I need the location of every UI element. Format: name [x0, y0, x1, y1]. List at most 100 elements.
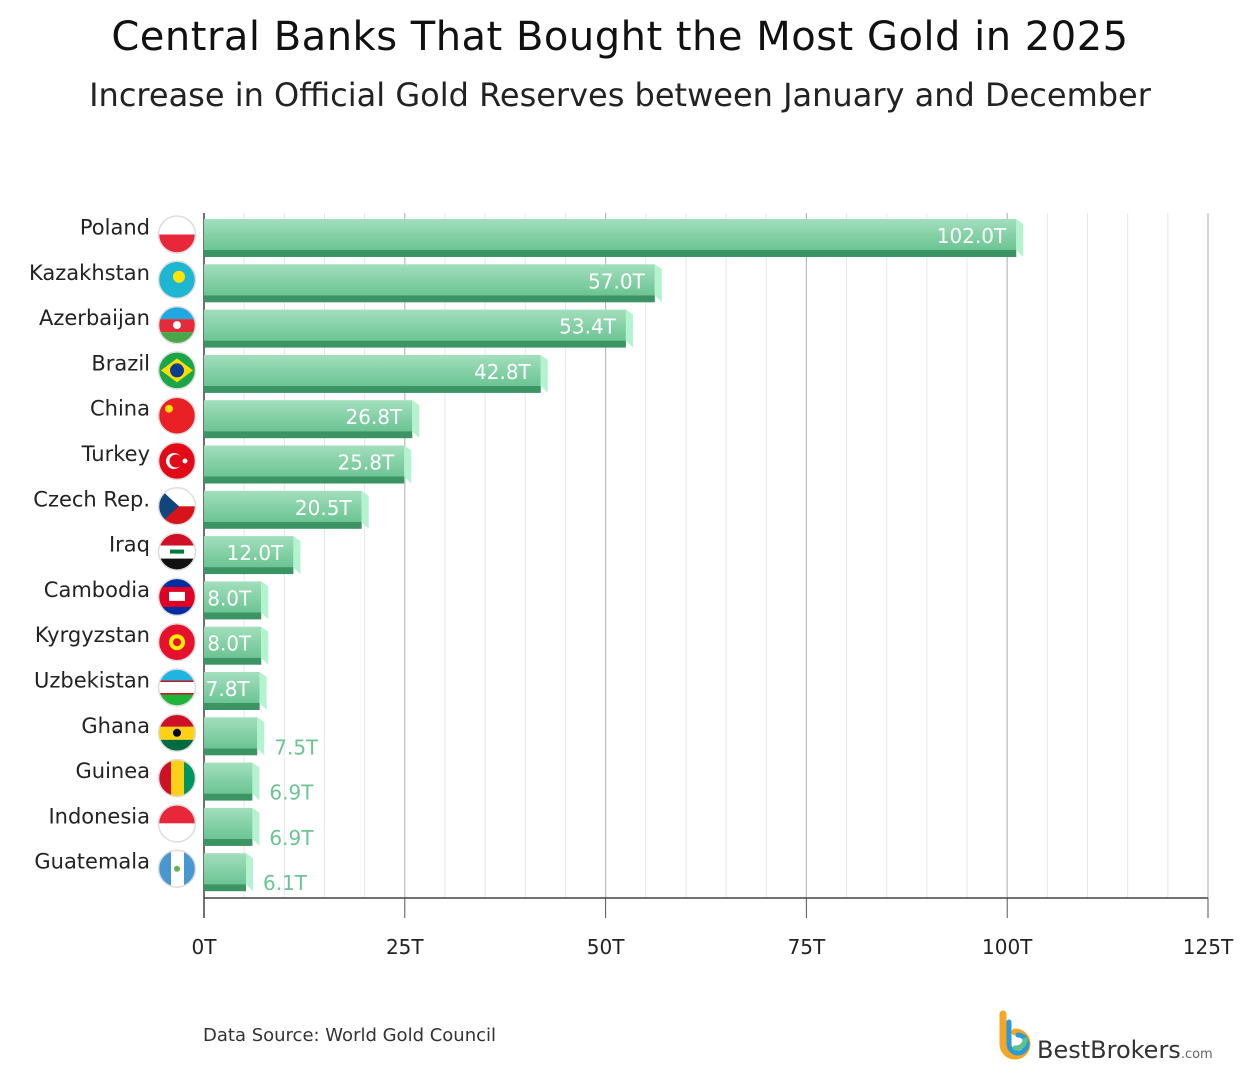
bar-guatemala: 6.1T — [204, 853, 308, 895]
data-label: 8.0T — [207, 586, 252, 610]
flag-border — [157, 351, 197, 390]
bar-shadow — [204, 703, 260, 710]
data-label: 12.0T — [227, 541, 285, 565]
bar-shadow — [204, 521, 362, 529]
bar-shadow — [204, 612, 262, 620]
data-source: Data Source: World Gold Council — [203, 1025, 497, 1046]
ghana-flag-icon — [159, 714, 195, 751]
chart-title: Central Banks That Bought the Most Gold … — [111, 14, 1129, 60]
bar-end-cap — [654, 264, 662, 303]
bar-brazil: 42.8T — [204, 354, 548, 393]
bar-face — [204, 400, 413, 432]
logo-text: BestBrokers.com — [1037, 1036, 1213, 1064]
bar-end-cap — [412, 400, 420, 439]
bar-face — [204, 490, 362, 522]
flag-border — [157, 849, 197, 888]
bar-indonesia: 6.9T — [204, 807, 314, 850]
bar-shadow — [204, 793, 253, 801]
y-tick-label: Ghana — [81, 714, 150, 738]
flag-border — [157, 441, 197, 481]
bar-face — [204, 219, 1017, 250]
data-label: 6.9T — [269, 781, 314, 805]
data-label: 8.0T — [207, 632, 252, 656]
data-label: 26.8T — [346, 405, 404, 429]
bar-end-cap — [1016, 219, 1024, 257]
flag-border — [157, 713, 197, 753]
bar-end-cap — [252, 762, 260, 801]
flag-border — [157, 668, 197, 707]
guinea-flag-icon — [159, 760, 195, 797]
x-tick-label: 75T — [788, 935, 826, 959]
kazakhstan-flag-icon — [159, 261, 195, 298]
y-tick-label: China — [90, 397, 150, 421]
y-tick-label: Poland — [80, 216, 150, 240]
y-tick-label: Guinea — [75, 759, 150, 783]
bar-face — [204, 354, 541, 386]
data-label: 57.0T — [588, 269, 646, 293]
data-label: 53.4T — [559, 315, 617, 339]
bar-turkey: 25.8T — [204, 445, 412, 484]
flag-border — [157, 804, 197, 843]
flag-border — [157, 396, 197, 435]
bar-iraq: 12.0T — [204, 536, 301, 575]
bar-china: 26.8T — [204, 400, 420, 439]
bar-uzbekistan: 7.8T — [204, 672, 267, 710]
y-tick-label: Brazil — [91, 351, 150, 375]
bar-face — [204, 536, 294, 568]
guatemala-flag-icon — [159, 850, 195, 887]
x-tick-label: 50T — [587, 935, 625, 959]
bar-end-cap — [261, 626, 269, 665]
bar-face — [204, 445, 405, 477]
y-tick-label: Kazakhstan — [29, 261, 150, 285]
czech-flag-icon — [159, 488, 195, 525]
y-tick-label: Guatemala — [34, 850, 150, 874]
turkey-flag-icon — [159, 443, 195, 479]
bar-face — [204, 672, 260, 703]
bar-end-cap — [625, 309, 633, 348]
bar-end-cap — [540, 354, 548, 393]
bar-czech-rep-: 20.5T — [204, 490, 369, 529]
data-label: 7.5T — [274, 735, 319, 759]
bar-end-cap — [259, 672, 267, 710]
y-tick-label: Kyrgyzstan — [35, 623, 150, 647]
bar-face — [204, 717, 258, 749]
bar-ghana: 7.5T — [204, 717, 319, 759]
x-tick-label: 125T — [1183, 935, 1234, 959]
bar-shadow — [204, 250, 1017, 257]
logo-icon — [999, 1010, 1031, 1060]
iraq-flag-icon — [159, 533, 195, 570]
bar-end-cap — [404, 445, 412, 484]
x-tick-label: 25T — [386, 935, 424, 959]
kyrgyzstan-flag-icon — [159, 624, 195, 661]
china-flag-icon — [159, 397, 195, 434]
flag-border — [157, 260, 197, 300]
bar-shadow — [204, 567, 294, 575]
x-tick-label: 0T — [192, 935, 218, 959]
flag-border — [157, 487, 197, 526]
bar-face — [204, 853, 246, 885]
poland-flag-icon — [159, 216, 195, 253]
bar-end-cap — [261, 581, 269, 620]
bar-kyrgyzstan: 8.0T — [204, 626, 269, 665]
data-label: 20.5T — [295, 496, 353, 520]
flag-border — [157, 577, 197, 617]
bar-shadow — [204, 295, 655, 303]
y-tick-label: Iraq — [109, 533, 150, 557]
data-label: 6.1T — [263, 871, 308, 895]
bar-face — [204, 581, 262, 613]
bar-shadow — [204, 838, 253, 846]
y-tick-label: Azerbaijan — [39, 306, 150, 330]
bar-chart: 0T 25T 50T 75T 100T 125T 102.0T Poland 57.0T Kaza… — [29, 213, 1234, 959]
brazil-flag-icon — [159, 352, 195, 389]
bar-face — [204, 762, 253, 794]
flag-border — [157, 305, 197, 345]
bar-face — [204, 309, 626, 341]
bar-cambodia: 8.0T — [204, 581, 269, 620]
bar-shadow — [204, 385, 541, 393]
bar-shadow — [204, 340, 626, 348]
bar-shadow — [204, 884, 246, 892]
flag-border — [157, 532, 197, 571]
bar-end-cap — [252, 807, 260, 846]
data-label: 102.0T — [937, 224, 1007, 248]
